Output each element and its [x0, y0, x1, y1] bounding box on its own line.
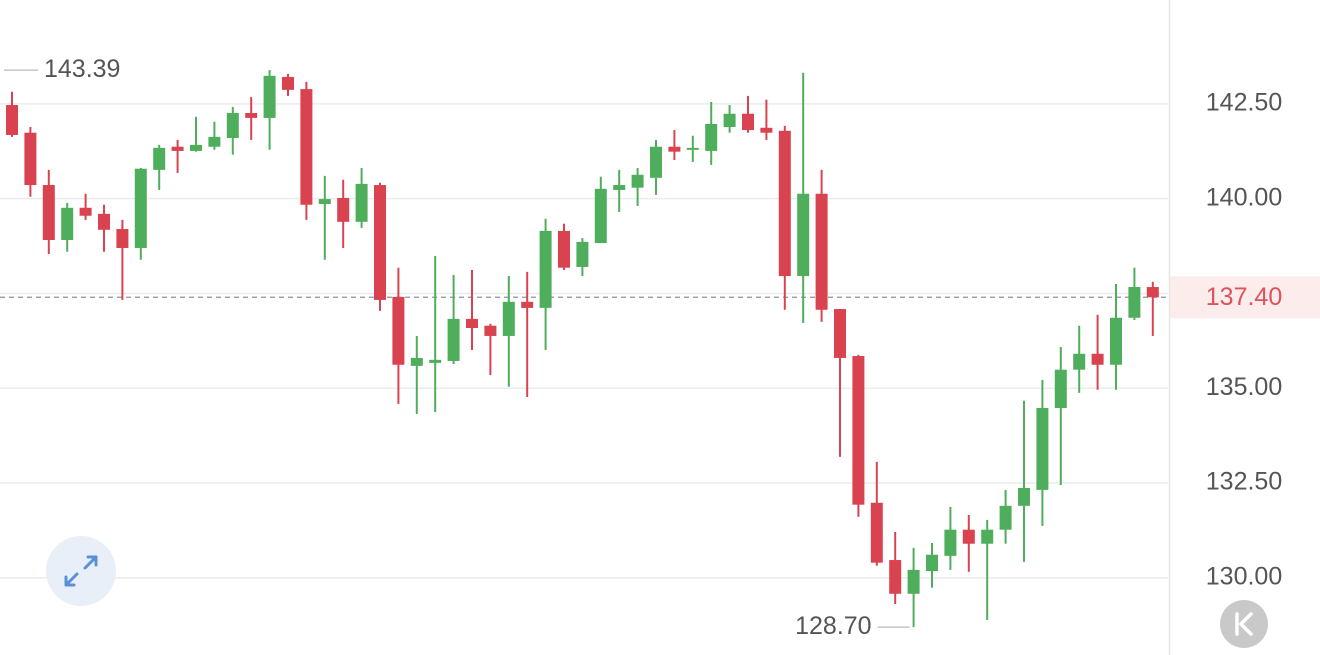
- candle-body: [1128, 287, 1141, 318]
- scroll-latest-icon[interactable]: [1235, 612, 1253, 636]
- candle-body: [484, 325, 497, 336]
- candle-body: [392, 296, 405, 365]
- candle-body: [1073, 353, 1086, 370]
- candle-body: [981, 529, 994, 544]
- candle-body: [134, 168, 147, 248]
- candle-body: [723, 113, 736, 128]
- candle-body: [613, 185, 626, 190]
- candle-body: [889, 560, 902, 594]
- last-price-label: 137.40: [1206, 283, 1282, 311]
- candle-body: [962, 529, 975, 544]
- candle-body: [686, 147, 699, 150]
- candle-body: [410, 357, 423, 366]
- candle-body: [318, 199, 331, 204]
- plot: [0, 103, 1168, 579]
- candle-body: [999, 505, 1012, 530]
- candle-body: [1018, 487, 1030, 506]
- candle-body: [79, 207, 92, 216]
- candle-body: [300, 89, 313, 205]
- scroll-latest-button[interactable]: [1220, 600, 1268, 648]
- y-tick-label: 130.00: [1206, 562, 1282, 590]
- max-label: 143.39: [44, 55, 120, 83]
- candle-body: [668, 146, 681, 152]
- y-tick-label: 142.50: [1206, 89, 1282, 117]
- candle-body: [907, 569, 920, 594]
- candle-body: [502, 301, 515, 336]
- candle-body: [944, 529, 957, 556]
- candle-body: [374, 185, 386, 300]
- candle-body: [1054, 369, 1067, 408]
- candle-body: [42, 185, 55, 241]
- candle-body: [852, 356, 865, 505]
- candle-body: [742, 113, 754, 131]
- candle-body: [171, 146, 184, 151]
- candle-body: [337, 197, 350, 222]
- candle-body: [116, 229, 129, 248]
- candle-body: [797, 193, 810, 277]
- candle-body: [870, 502, 883, 563]
- y-tick-label: 135.00: [1206, 373, 1282, 401]
- candle-body: [539, 230, 552, 308]
- candle-body: [576, 241, 589, 267]
- candle-body: [594, 188, 607, 244]
- candle-body: [558, 230, 570, 268]
- candle-body: [226, 112, 239, 139]
- candle-body: [429, 359, 442, 363]
- candle-body: [705, 123, 718, 151]
- candle-body: [208, 136, 221, 147]
- candle-body: [1036, 407, 1049, 490]
- candle-body: [1091, 353, 1104, 365]
- candle-body: [815, 193, 828, 310]
- candle-body: [760, 127, 773, 133]
- candle-body: [98, 213, 110, 230]
- candle-body: [24, 132, 37, 186]
- candle-body: [778, 130, 791, 277]
- candle-body: [1110, 317, 1122, 365]
- candle-body: [447, 318, 460, 361]
- expand-icon[interactable]: [64, 555, 98, 587]
- candle-body: [521, 301, 534, 308]
- candle-body: [61, 207, 74, 241]
- candle-body: [631, 174, 644, 188]
- candle-body: [282, 76, 294, 90]
- candle-body: [1146, 287, 1159, 298]
- last-price-tag: [1170, 276, 1320, 319]
- candle-body: [926, 554, 938, 572]
- scroll-latest-bg[interactable]: [1220, 600, 1268, 648]
- min-label: 128.70: [795, 612, 871, 640]
- candle-body: [6, 105, 18, 135]
- candle-body: [263, 75, 276, 118]
- expand-button-bg[interactable]: [46, 536, 116, 606]
- candle-body: [834, 309, 846, 358]
- candle-body: [650, 146, 662, 178]
- candle-body: [355, 183, 368, 222]
- expand-button[interactable]: [46, 536, 116, 606]
- candle-body: [245, 112, 258, 118]
- y-tick-label: 140.00: [1206, 183, 1282, 211]
- candle-body: [153, 147, 166, 170]
- y-tick-label: 132.50: [1206, 468, 1282, 496]
- candle-body: [190, 144, 202, 151]
- candle-body: [466, 318, 478, 328]
